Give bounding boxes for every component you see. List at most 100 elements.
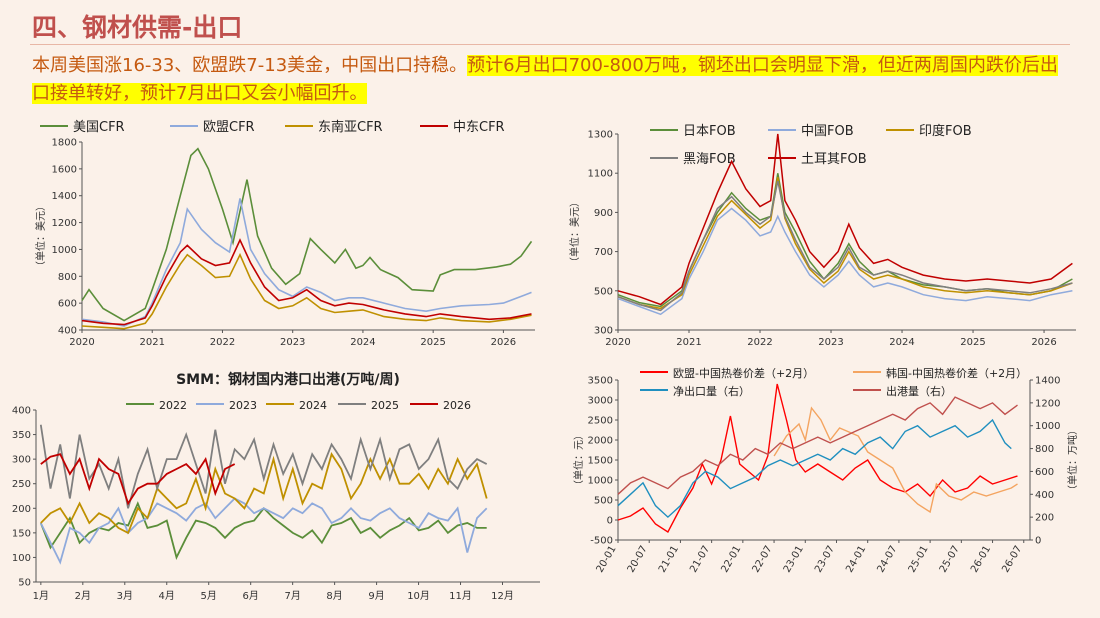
- axis-label: （单位：美元）: [568, 197, 581, 267]
- axis-label: （单位：万吨）: [1066, 425, 1079, 495]
- y-tick-label: 2000: [588, 436, 613, 447]
- x-tick-label: 21-01: [657, 544, 681, 575]
- series-line-2024: [40, 452, 488, 535]
- lead-paragraph: 本周美国涨16-33、欧盟跌7-13美金，中国出口持稳。预计6月出口700-80…: [32, 52, 1072, 108]
- x-tick-label: 2023: [818, 337, 843, 348]
- y-tick-label: 100: [12, 553, 31, 564]
- y-tick-label: 1200: [52, 218, 77, 229]
- legend-label: 2024: [299, 399, 327, 412]
- legend-label: 韩国-中国热卷价差（+2月）: [886, 366, 1027, 380]
- chart-title: SMM：钢材国内港口出港(万吨/周): [176, 371, 400, 388]
- legend-label: 中东CFR: [453, 120, 505, 135]
- series-line-2025: [39, 424, 488, 509]
- y-tick-label: 150: [12, 528, 31, 539]
- x-tick-label: 20-01: [595, 544, 619, 575]
- y-tick-label: 1300: [588, 130, 613, 141]
- y-tick-label: 250: [12, 479, 31, 490]
- series-line-2022: [39, 501, 487, 560]
- series-line-2026: [40, 453, 236, 506]
- y-tick-label: 600: [58, 299, 77, 310]
- series-line-东南亚CFR: [81, 252, 532, 330]
- legend-label: 欧盟CFR: [203, 120, 255, 135]
- y-tick-label: 1500: [588, 456, 613, 467]
- series-line-印度FOB: [617, 176, 1073, 310]
- x-tick-label: 2月: [75, 590, 91, 602]
- x-tick-label: 26-07: [1000, 544, 1024, 575]
- y-right-tick-label: 200: [1035, 513, 1054, 524]
- y-tick-label: 1000: [52, 245, 77, 256]
- legend-label: 2023: [229, 399, 257, 412]
- series-line-净出口量（右）: [617, 418, 1012, 519]
- y-tick-label: 350: [12, 430, 31, 441]
- x-tick-label: 12月: [491, 590, 514, 602]
- legend-label: 东南亚CFR: [318, 119, 383, 135]
- x-tick-label: 9月: [368, 590, 384, 602]
- series-line-欧盟CFR: [81, 198, 532, 327]
- x-tick-label: 10月: [407, 590, 430, 602]
- y-tick-label: 1100: [588, 169, 613, 180]
- x-tick-label: 2022: [747, 337, 772, 348]
- port-outbound-chart: SMM：钢材国内港口出港(万吨/周) 50 100 150 200 250 300 350 40…: [12, 371, 540, 602]
- x-tick-label: 23-01: [782, 544, 806, 575]
- x-tick-label: 2026: [1031, 337, 1056, 348]
- legend-label: 2022: [159, 399, 187, 412]
- legend-label: 土耳其FOB: [801, 152, 867, 167]
- x-tick-label: 2021: [140, 337, 165, 348]
- x-tick-label: 8月: [326, 590, 342, 602]
- legend-label: 日本FOB: [683, 124, 736, 139]
- series-line-韩国-中国热卷价差（+2月）: [773, 406, 1018, 514]
- y-tick-label: 2500: [588, 416, 613, 427]
- series-line-黑海FOB: [617, 180, 1073, 312]
- y-tick-label: 200: [12, 504, 31, 515]
- x-tick-label: 7月: [284, 590, 300, 602]
- x-tick-label: 11月: [449, 590, 472, 602]
- y-tick-label: 700: [594, 247, 613, 258]
- y-tick-label: 1000: [588, 476, 613, 487]
- legend-label: 黑海FOB: [683, 152, 736, 167]
- y-tick-label: 0: [607, 516, 613, 527]
- y-tick-label: 400: [12, 406, 31, 417]
- y-tick-label: 3000: [588, 396, 613, 407]
- y-tick-label: 500: [594, 496, 613, 507]
- axis-label: （单位：美元）: [34, 201, 47, 271]
- y-tick-label: 1400: [52, 191, 77, 202]
- lead-plain-text: 本周美国涨16-33、欧盟跌7-13美金，中国出口持稳。: [32, 55, 468, 76]
- x-tick-label: 2025: [960, 337, 985, 348]
- legend-label: 印度FOB: [919, 123, 972, 139]
- y-tick-label: 1600: [52, 164, 77, 175]
- y-right-tick-label: 1000: [1035, 421, 1060, 432]
- y-right-tick-label: 1400: [1035, 376, 1060, 387]
- x-tick-label: 25-07: [938, 544, 962, 575]
- y-tick-label: 500: [594, 286, 613, 297]
- y-right-tick-label: 0: [1035, 536, 1041, 547]
- y-tick-label: 50: [18, 578, 31, 589]
- x-tick-label: 24-07: [875, 544, 899, 575]
- x-tick-label: 2021: [676, 337, 701, 348]
- x-tick-label: 2023: [280, 337, 305, 348]
- legend-label: 2025: [371, 399, 399, 412]
- series-line-中东CFR: [81, 238, 532, 326]
- x-tick-label: 24-01: [844, 544, 868, 575]
- legend-label: 净出口量（右）: [673, 384, 750, 398]
- series-line-出港量（右）: [617, 396, 1018, 495]
- y-tick-label: 3500: [588, 376, 613, 387]
- x-tick-label: 22-01: [719, 544, 743, 575]
- x-tick-label: 2026: [491, 337, 516, 348]
- x-tick-label: 2020: [605, 337, 630, 348]
- x-tick-label: 4月: [159, 590, 175, 602]
- spread-export-chart: -500 0 500 1000 1500 2000 2500 3000 3500 0 200 400 6…: [572, 366, 1079, 575]
- y-tick-label: 300: [594, 326, 613, 337]
- x-tick-label: 25-01: [907, 544, 931, 575]
- x-tick-label: 2024: [889, 337, 914, 348]
- x-tick-label: 6月: [242, 590, 258, 602]
- y-right-tick-label: 400: [1035, 490, 1054, 501]
- series-line-中国FOB: [617, 207, 1073, 316]
- x-tick-label: 2020: [69, 337, 94, 348]
- y-tick-label: 300: [12, 455, 31, 466]
- title-divider: [30, 44, 1070, 45]
- x-tick-label: 3月: [117, 590, 133, 602]
- y-tick-label: 800: [58, 272, 77, 283]
- legend-label: 出港量（右）: [886, 384, 952, 398]
- y-right-tick-label: 800: [1035, 444, 1054, 455]
- x-tick-label: 2024: [350, 337, 375, 348]
